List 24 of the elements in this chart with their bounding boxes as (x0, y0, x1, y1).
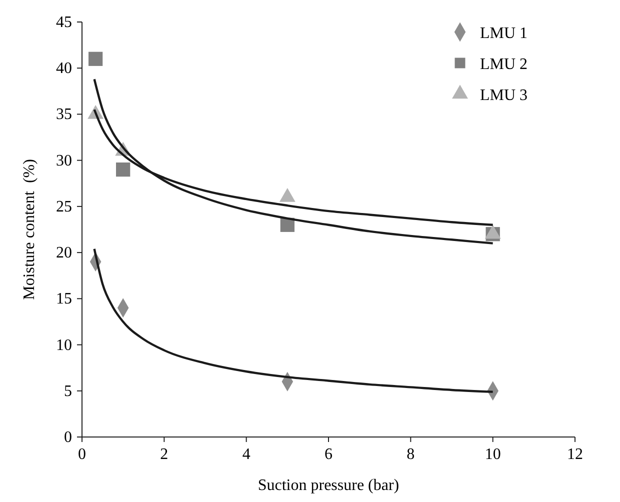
y-tick-label: 45 (56, 14, 72, 31)
y-tick-label: 5 (64, 382, 72, 400)
y-tick-label: 0 (64, 429, 72, 446)
y-tick-label: 15 (56, 290, 72, 308)
y-tick-label: 30 (56, 152, 72, 170)
y-tick-label: 25 (56, 198, 72, 216)
y-tick-label: 10 (56, 336, 72, 354)
y-tick-label: 35 (56, 106, 72, 124)
x-tick-label: 10 (484, 446, 501, 463)
x-tick-label: 8 (406, 446, 415, 463)
legend-label: LMU 1 (480, 25, 528, 42)
legend-label: LMU 2 (480, 56, 528, 73)
legend-label: LMU 3 (480, 87, 528, 104)
x-tick-label: 0 (78, 446, 86, 463)
x-tick-label: 2 (160, 446, 168, 463)
x-tick-label: 12 (567, 446, 583, 463)
y-tick-label: 20 (56, 244, 72, 262)
y-tick-label: 40 (56, 60, 72, 78)
x-tick-label: 6 (324, 446, 332, 463)
y-axis-title: Moisture content (%) (21, 159, 38, 300)
x-axis-title: Suction pressure (bar) (258, 477, 400, 494)
x-tick-label: 4 (242, 446, 250, 463)
point (116, 162, 130, 177)
point (88, 52, 103, 66)
